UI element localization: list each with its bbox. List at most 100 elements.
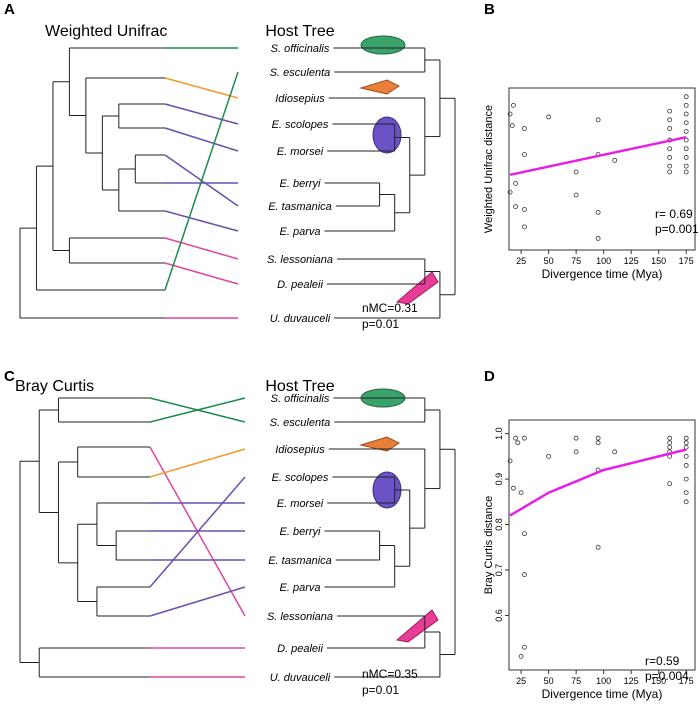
x-axis-title: Divergence time (Mya) xyxy=(542,687,663,701)
fit-line xyxy=(509,135,687,177)
data-point xyxy=(595,209,601,215)
species-label: S. esculenta xyxy=(270,67,331,79)
data-point xyxy=(667,440,673,446)
tangle-link xyxy=(149,586,246,617)
tangle-link xyxy=(164,262,239,285)
tangle-link xyxy=(149,448,246,478)
data-point xyxy=(507,458,513,464)
data-point xyxy=(683,128,689,134)
squid-icon xyxy=(395,609,439,643)
x-tick-label: 50 xyxy=(544,676,554,686)
data-point xyxy=(612,449,618,455)
x-tick-label: 150 xyxy=(651,676,666,686)
data-point xyxy=(683,499,689,505)
data-point xyxy=(683,94,689,100)
panel-label: C xyxy=(4,368,15,385)
tangle-link xyxy=(164,210,239,232)
data-point xyxy=(522,531,527,537)
y-tick-label: 0.8 xyxy=(494,518,504,531)
left-tree-title: Bray Curtis xyxy=(15,378,94,395)
data-point xyxy=(573,192,579,198)
data-point xyxy=(683,453,689,459)
squid-icon xyxy=(360,35,406,55)
data-point xyxy=(595,440,601,446)
data-point xyxy=(595,435,601,441)
x-tick-label: 150 xyxy=(651,256,666,266)
data-point xyxy=(595,544,601,550)
tangle-link xyxy=(164,237,239,260)
data-point xyxy=(683,102,689,108)
plot-frame xyxy=(508,87,696,251)
annotation: p=0.001 xyxy=(655,222,699,236)
squid-icon xyxy=(395,271,439,305)
data-point xyxy=(573,169,579,175)
host-tree-title: Host Tree xyxy=(265,23,334,40)
data-point xyxy=(522,152,527,157)
data-point xyxy=(612,157,618,163)
data-point xyxy=(683,163,689,169)
x-tick-label: 50 xyxy=(544,256,554,266)
stat-label: nMC=0.31 xyxy=(362,301,418,315)
y-axis-title: Bray Curtis distance xyxy=(483,496,495,594)
y-tick-label: 1.0 xyxy=(494,427,504,440)
species-label: E. parva xyxy=(280,582,321,594)
data-point xyxy=(683,435,689,441)
data-point xyxy=(667,126,673,131)
x-tick-label: 100 xyxy=(596,256,611,266)
y-tick-label: 0.7 xyxy=(494,564,504,577)
species-label: E. tasmanica xyxy=(268,201,332,213)
annotation: r=0.59 xyxy=(645,654,680,668)
panel-label: B xyxy=(484,1,495,18)
data-point xyxy=(667,117,673,123)
left-tree-title: Weighted Unifrac xyxy=(45,23,167,40)
species-label: E. berryi xyxy=(280,178,322,190)
squid-icon xyxy=(372,116,402,154)
data-point xyxy=(507,111,513,117)
species-label: E. parva xyxy=(280,226,321,238)
data-point xyxy=(683,155,689,160)
data-point xyxy=(683,111,689,117)
data-point xyxy=(518,653,524,659)
data-point xyxy=(513,204,519,210)
data-point xyxy=(509,123,515,129)
x-tick-label: 75 xyxy=(571,676,581,686)
x-tick-label: 25 xyxy=(516,676,526,686)
data-point xyxy=(522,126,527,131)
data-point xyxy=(667,169,673,175)
species-label: E. berryi xyxy=(280,526,322,538)
species-label: S. officinalis xyxy=(271,43,330,55)
data-point xyxy=(667,435,673,441)
data-point xyxy=(507,189,513,195)
tangle-link xyxy=(149,476,246,588)
species-label: S. esculenta xyxy=(270,417,331,429)
species-label: E. morsei xyxy=(277,146,324,158)
squid-icon xyxy=(359,79,400,95)
species-label: D. pealeii xyxy=(277,279,323,291)
data-point xyxy=(522,644,527,650)
x-tick-label: 100 xyxy=(596,676,611,686)
stat-label: p=0.01 xyxy=(362,683,399,697)
y-axis-title: Weighted Unifrac distance xyxy=(483,105,495,233)
data-point xyxy=(667,444,673,450)
x-tick-label: 25 xyxy=(516,256,526,266)
data-point xyxy=(667,481,673,487)
annotation: r= 0.69 xyxy=(655,207,693,221)
data-point xyxy=(667,146,673,152)
x-tick-label: 125 xyxy=(624,676,639,686)
species-label: Idiosepius xyxy=(275,93,325,105)
data-point xyxy=(595,117,601,123)
data-point xyxy=(683,440,689,446)
data-point xyxy=(511,485,516,491)
species-label: D. pealeii xyxy=(277,643,323,655)
data-point xyxy=(683,169,689,175)
data-point xyxy=(513,181,519,186)
stat-label: p=0.01 xyxy=(362,317,399,331)
species-label: U. duvauceli xyxy=(270,313,331,325)
tangle-link xyxy=(164,103,239,125)
data-point xyxy=(667,155,673,160)
x-tick-label: 175 xyxy=(679,256,694,266)
data-point xyxy=(683,120,689,126)
data-point xyxy=(513,435,519,441)
species-label: E. morsei xyxy=(277,498,324,510)
